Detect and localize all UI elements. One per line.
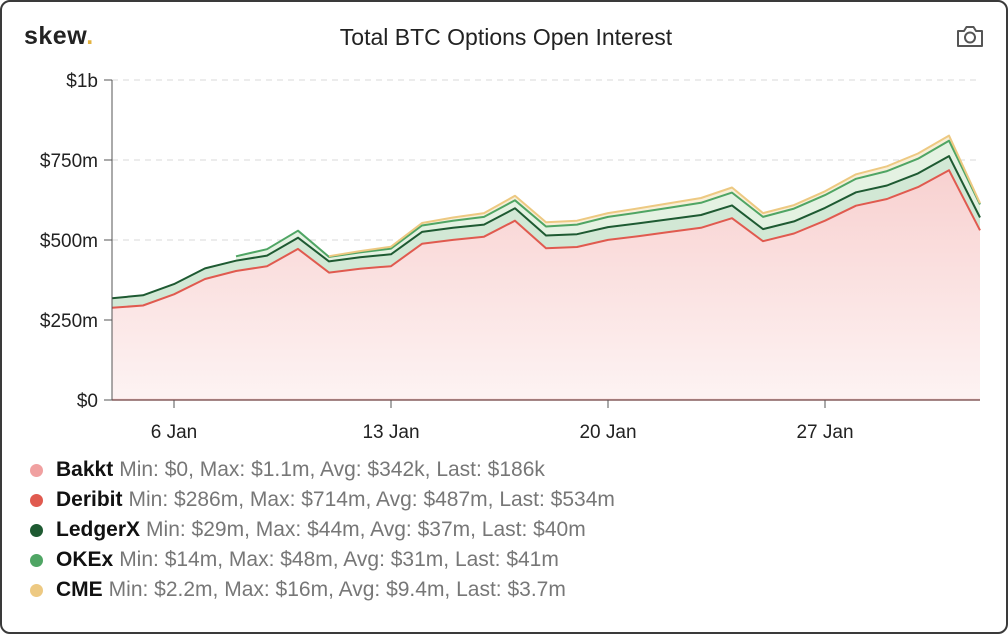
legend-item-deribit[interactable]: Deribit Min: $286m, Max: $714m, Avg: $487…: [30, 485, 615, 515]
chart-plot: $0 $250m $500m $750m $1b 6 Jan 13 Jan 20 Jan 27 …: [40, 71, 981, 443]
x-tick-label: 13 Jan: [362, 422, 419, 443]
legend-series-stats: Min: $2.2m, Max: $16m, Avg: $9.4m, Last:…: [108, 578, 566, 601]
y-tick-label: $500m: [40, 231, 98, 252]
legend-series-name: LedgerX: [56, 518, 141, 541]
line-ledgerx[interactable]: [111, 155, 981, 300]
legend-series-stats: Min: $29m, Max: $44m, Avg: $37m, Last: $…: [146, 518, 586, 541]
brand-name: skew: [24, 22, 87, 50]
y-tick-label: $250m: [40, 311, 98, 332]
legend-item-okex[interactable]: OKEx Min: $14m, Max: $48m, Avg: $31m, Las…: [30, 545, 615, 575]
line-cme[interactable]: [328, 134, 981, 258]
legend-dot-icon: [30, 583, 43, 597]
legend-dot-icon: [30, 553, 43, 567]
camera-icon[interactable]: [955, 22, 985, 50]
series-areas: [112, 135, 980, 400]
legend-dot-icon: [30, 463, 43, 477]
legend-series-stats: Min: $286m, Max: $714m, Avg: $487m, Last…: [128, 488, 615, 511]
legend-dot-icon: [30, 523, 43, 537]
legend-series-name: Bakkt: [56, 458, 114, 481]
chart-legend: Bakkt Min: $0, Max: $1.1m, Avg: $342k, La…: [30, 455, 615, 605]
brand-logo: skew.: [24, 22, 94, 51]
legend-item-bakkt[interactable]: Bakkt Min: $0, Max: $1.1m, Avg: $342k, La…: [30, 455, 615, 485]
chart-title: Total BTC Options Open Interest: [339, 24, 673, 50]
legend-series-name: CME: [56, 578, 103, 601]
brand-dot: .: [86, 22, 94, 50]
legend-series-stats: Min: $14m, Max: $48m, Avg: $31m, Last: $…: [119, 548, 559, 571]
x-tick-label: 6 Jan: [151, 422, 197, 443]
legend-series-name: Deribit: [56, 488, 123, 511]
legend-series-name: OKEx: [56, 548, 114, 571]
x-tick-label: 27 Jan: [796, 422, 853, 443]
line-okex[interactable]: [235, 139, 981, 258]
legend-series-stats: Min: $0, Max: $1.1m, Avg: $342k, Last: $…: [119, 458, 545, 481]
legend-item-cme[interactable]: CME Min: $2.2m, Max: $16m, Avg: $9.4m, La…: [30, 575, 615, 605]
y-tick-label: $1b: [66, 71, 98, 92]
legend-item-ledgerx[interactable]: LedgerX Min: $29m, Max: $44m, Avg: $37m, …: [30, 515, 615, 545]
area-ledgerx: [112, 156, 980, 308]
area-deribit: [112, 170, 980, 400]
y-tick-label: $0: [77, 391, 98, 412]
axes: $0 $250m $500m $750m $1b 6 Jan 13 Jan 20 Jan 27 …: [40, 71, 980, 443]
x-tick-label: 20 Jan: [579, 422, 636, 443]
line-deribit[interactable]: [111, 169, 981, 309]
y-tick-label: $750m: [40, 151, 98, 172]
legend-dot-icon: [30, 493, 43, 507]
